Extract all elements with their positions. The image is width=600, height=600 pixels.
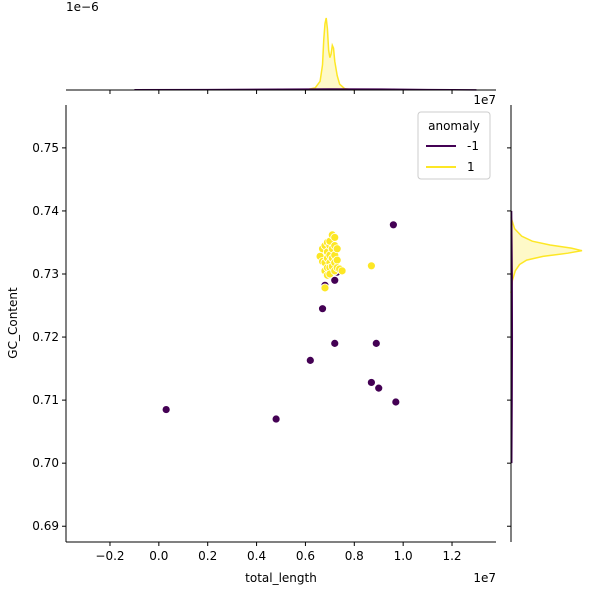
x-tick-label: 0.0: [149, 549, 168, 563]
y-tick-label: 0.70: [32, 456, 59, 470]
y-tick-label: 0.74: [32, 204, 59, 218]
x-tick-label: 1.2: [442, 549, 461, 563]
y-axis-ticks: 0.69 0.70 0.71 0.72 0.73 0.74 0.75: [32, 141, 66, 533]
scatter-point-anomaly: [391, 397, 401, 407]
scatter-point-anomaly: [271, 414, 281, 424]
y-tick-label: 0.75: [32, 141, 59, 155]
y-tick-label: 0.71: [32, 393, 59, 407]
right-marginal-ticks: [507, 147, 511, 527]
legend: anomaly -1 1: [417, 111, 491, 180]
x-tick-label: 0.2: [198, 549, 217, 563]
x-tick-label: 1.0: [394, 549, 413, 563]
x-tick-label: 0.6: [296, 549, 315, 563]
y-tick-label: 0.72: [32, 330, 59, 344]
x-tick-label: −0.2: [95, 549, 124, 563]
right-kde-curves: [510, 210, 583, 464]
scatter-point-anomaly: [330, 275, 340, 285]
y-tick-label: 0.69: [32, 519, 59, 533]
y-offset-label: 1e7: [473, 93, 496, 107]
scatter-point-anomaly: [161, 405, 171, 414]
scatter-points: [161, 220, 401, 424]
scatter-point-anomaly: [371, 338, 381, 348]
top-marginal-ticks: [109, 90, 453, 94]
top-marginal-offset-label: 1e−6: [66, 0, 99, 14]
top-marginal-kde: 1e−6 1e7: [66, 0, 496, 107]
scatter-point-anomaly: [388, 220, 398, 230]
scatter-point-normal: [332, 244, 342, 254]
y-axis-label: GC_Content: [6, 287, 20, 359]
scatter-point-anomaly: [305, 355, 315, 365]
x-tick-label: 0.8: [345, 549, 364, 563]
legend-label: 1: [467, 160, 475, 174]
top-kde-curves: [134, 17, 477, 91]
scatter-point-anomaly: [374, 383, 384, 393]
kde-fill-normal: [305, 18, 355, 90]
scatter-point-anomaly: [330, 338, 340, 348]
kde-fill-normal: [511, 217, 582, 293]
scatter-point-normal: [330, 233, 340, 242]
scatter-point-normal: [366, 261, 376, 271]
x-offset-label: 1e7: [473, 571, 496, 585]
scatter-point-anomaly: [366, 378, 376, 387]
main-scatter-plot: −0.2 0.0 0.2 0.4 0.6 0.8 1.0 1.2 0.690.700.710.…: [6, 105, 496, 585]
y-tick-label: 0.73: [32, 267, 59, 281]
scatter-point-normal: [332, 255, 342, 265]
scatter-point-anomaly: [318, 304, 327, 314]
kde-line-normal: [305, 17, 355, 91]
scatter-point-normal: [320, 283, 330, 293]
scatter-point-normal: [337, 266, 347, 276]
legend-entries: -1 1: [426, 139, 479, 174]
x-tick-label: 0.4: [247, 549, 266, 563]
x-axis-ticks: −0.2 0.0 0.2 0.4 0.6 0.8 1.0 1.2: [95, 542, 462, 563]
kde-line-anomaly: [510, 210, 514, 464]
right-marginal-kde: [507, 105, 583, 542]
kde-line-normal: [510, 217, 583, 294]
x-axis-label: total_length: [245, 571, 317, 585]
legend-title: anomaly: [428, 119, 480, 133]
legend-label: -1: [467, 139, 479, 153]
